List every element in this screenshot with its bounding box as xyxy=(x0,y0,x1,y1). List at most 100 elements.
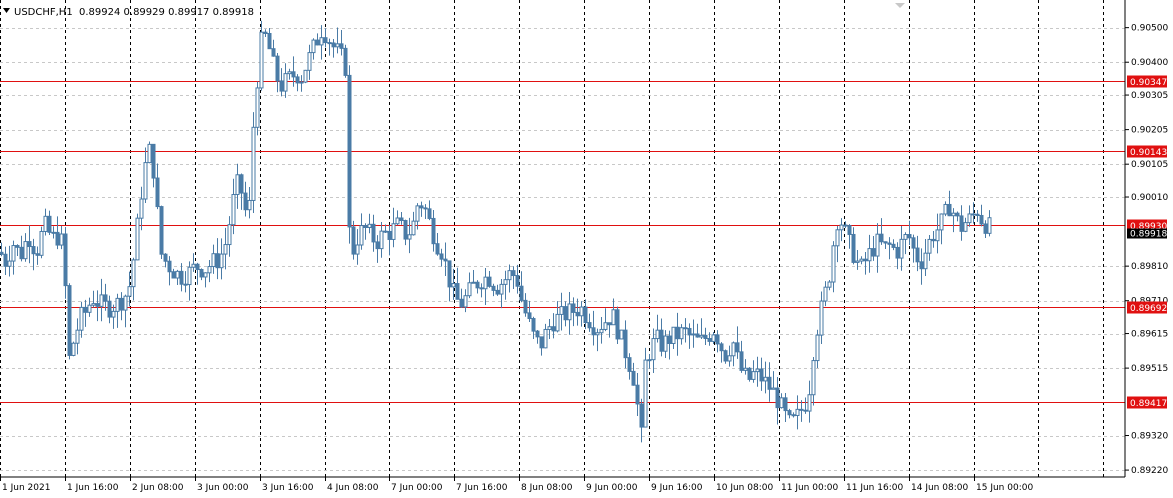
candle-body xyxy=(159,206,164,255)
candle-body xyxy=(931,238,936,242)
price-tick-label: 0.89320 xyxy=(1131,432,1168,442)
price-tick-label: 0.90205 xyxy=(1131,126,1168,136)
candle-body xyxy=(551,326,556,332)
candle-body xyxy=(699,334,704,338)
candle-body xyxy=(139,198,144,219)
candle-body xyxy=(19,246,24,260)
candle-body xyxy=(31,246,36,255)
price-tick-label: 0.90105 xyxy=(1131,160,1168,170)
candle-body xyxy=(571,303,576,313)
candle-body xyxy=(763,376,768,382)
candle-body xyxy=(307,52,312,71)
candle-body xyxy=(723,350,728,362)
candle-body xyxy=(435,243,440,255)
time-tick-label: 15 Jun 00:00 xyxy=(976,483,1033,493)
price-level-tag xyxy=(1127,145,1167,158)
price-level-label: 0.89692 xyxy=(1130,304,1167,314)
candle-body xyxy=(719,343,724,352)
candle-body xyxy=(863,258,868,262)
candle-body xyxy=(771,387,776,390)
candle-body xyxy=(87,304,92,313)
candle-body xyxy=(55,231,60,246)
candle-body xyxy=(671,326,676,344)
candle-body xyxy=(943,203,948,215)
candle-body xyxy=(891,243,896,248)
candle-body xyxy=(843,224,848,227)
candle-body xyxy=(683,327,688,330)
candle-body xyxy=(179,270,184,285)
candle-body xyxy=(91,303,96,306)
candle-body xyxy=(503,279,508,285)
candle-body xyxy=(0,251,4,255)
candle-body xyxy=(103,294,108,302)
price-level-label: 0.90347 xyxy=(1130,78,1167,88)
candle-body xyxy=(155,177,160,208)
candle-body xyxy=(951,212,956,217)
candle-body xyxy=(227,224,232,246)
candle-body xyxy=(335,43,340,48)
candle-body xyxy=(603,322,608,330)
candle-body xyxy=(543,328,548,349)
candle-body xyxy=(175,270,180,279)
candle-body xyxy=(283,73,288,92)
candle-body xyxy=(747,367,752,380)
candle-body xyxy=(75,329,80,344)
candle-body xyxy=(43,215,48,232)
candle-body xyxy=(383,230,388,233)
candle-body xyxy=(971,213,976,216)
candle-body xyxy=(703,334,708,340)
candle-body xyxy=(511,270,516,277)
candle-body xyxy=(411,220,416,236)
candle-body xyxy=(847,225,852,235)
candle-body xyxy=(923,252,928,270)
candle-body xyxy=(579,306,584,317)
candle-body xyxy=(319,37,324,46)
candle-body xyxy=(591,327,596,336)
candle-body xyxy=(99,294,104,307)
candle-body xyxy=(475,281,480,289)
plot-area xyxy=(0,0,1125,477)
candle-body xyxy=(823,286,828,302)
candle-body xyxy=(195,263,200,270)
chart-shift-marker-icon[interactable] xyxy=(895,3,905,8)
candle-body xyxy=(163,253,168,262)
time-tick-label: 4 Jun 08:00 xyxy=(327,483,379,493)
candle-body xyxy=(855,260,860,263)
candle-body xyxy=(647,359,652,362)
candle-body xyxy=(291,71,296,78)
candle-body xyxy=(407,234,412,240)
candle-body xyxy=(815,334,820,362)
candle-body xyxy=(467,282,472,297)
candle-body xyxy=(547,326,552,330)
candle-body xyxy=(623,329,628,359)
candle-body xyxy=(871,248,876,257)
candle-body xyxy=(95,303,100,307)
candle-body xyxy=(983,223,988,234)
candle-body xyxy=(583,306,588,324)
price-tick-label: 0.89515 xyxy=(1131,364,1168,374)
price-level-label: 0.90143 xyxy=(1130,148,1167,158)
candle-body xyxy=(279,80,284,92)
candle-body xyxy=(955,212,960,217)
candle-body xyxy=(727,355,732,362)
candle-body xyxy=(587,322,592,329)
candle-body xyxy=(915,247,920,263)
candle-body xyxy=(371,223,376,243)
candle-body xyxy=(979,214,984,225)
candle-body xyxy=(135,217,140,261)
candle-body xyxy=(835,229,840,247)
candle-body xyxy=(559,306,564,315)
candle-body xyxy=(927,238,932,254)
time-tick-label: 2 Jun 08:00 xyxy=(132,483,184,493)
candle-body xyxy=(247,199,252,211)
candle-body xyxy=(879,233,884,243)
candle-body xyxy=(3,253,8,267)
time-tick-label: 1 Jun 16:00 xyxy=(67,483,119,493)
candle-body xyxy=(263,31,268,34)
chart-menu-icon[interactable] xyxy=(3,8,10,13)
candle-body xyxy=(739,351,744,371)
candle-body xyxy=(219,253,224,269)
candle-body xyxy=(759,368,764,382)
